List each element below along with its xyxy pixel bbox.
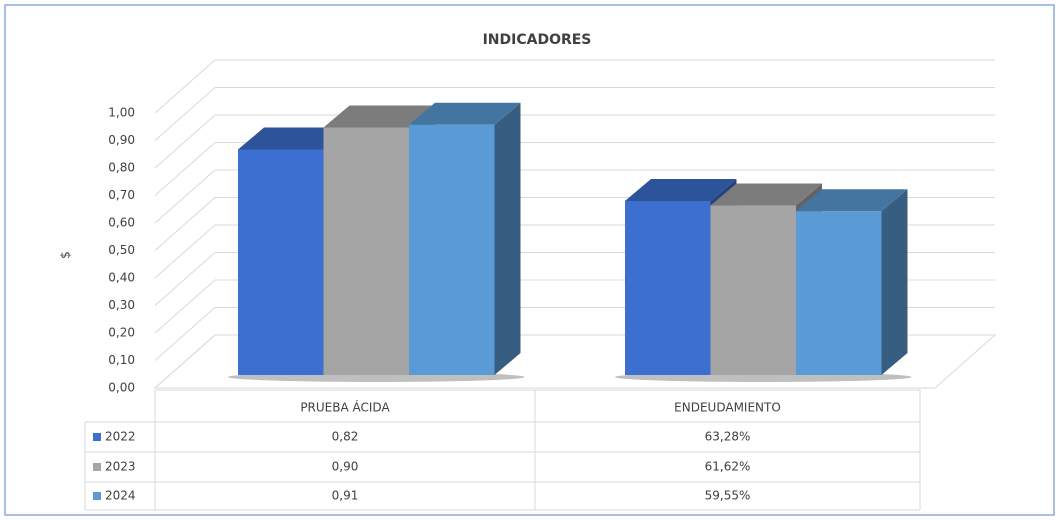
legend-swatch xyxy=(93,492,101,500)
bar-top xyxy=(409,102,521,125)
y-tick-label: 0,80 xyxy=(108,161,135,175)
legend-swatch xyxy=(93,463,101,471)
legend-label: 2024 xyxy=(105,489,136,503)
y-tick-label: 1,00 xyxy=(108,106,135,120)
table-value: 0,90 xyxy=(332,460,359,474)
y-tick-label: 0,60 xyxy=(108,216,135,230)
category-label: ENDEUDAMIENTO xyxy=(674,401,781,415)
table-value: 0,91 xyxy=(332,489,359,503)
bar-top xyxy=(625,178,737,201)
floor xyxy=(153,334,997,389)
bar-top xyxy=(238,127,350,150)
grid-line xyxy=(154,169,995,224)
grid-line xyxy=(154,59,995,114)
y-tick-label: 0,40 xyxy=(108,271,135,285)
bar xyxy=(625,200,711,375)
y-tick-label: 0,10 xyxy=(108,353,135,367)
table-value: 63,28% xyxy=(705,430,751,444)
table-value: 59,55% xyxy=(705,489,751,503)
table-value: 0,82 xyxy=(332,430,359,444)
bar-top xyxy=(710,183,822,206)
y-tick-label: 0,50 xyxy=(108,243,135,257)
y-tick-label: 0,70 xyxy=(108,188,135,202)
y-tick-label: 0,00 xyxy=(108,381,135,395)
chart-title: INDICADORES xyxy=(483,32,592,48)
grid-line xyxy=(154,142,995,196)
bar xyxy=(409,124,495,375)
legend-swatch xyxy=(93,433,101,441)
y-tick-label: 0,90 xyxy=(108,133,135,147)
bar xyxy=(238,149,324,375)
y-axis-label: $ xyxy=(59,251,73,259)
bar xyxy=(710,205,796,375)
y-tick-label: 0,30 xyxy=(108,298,135,312)
bar-side xyxy=(881,189,908,375)
bar xyxy=(796,211,882,375)
bar-top xyxy=(323,105,435,128)
legend-label: 2022 xyxy=(105,430,136,444)
bar xyxy=(323,127,409,375)
grid-line xyxy=(154,87,995,141)
y-tick-label: 0,20 xyxy=(108,326,135,340)
category-label: PRUEBA ÁCIDA xyxy=(300,400,390,415)
legend-label: 2023 xyxy=(105,460,136,474)
bar-top xyxy=(796,189,908,212)
table-value: 61,62% xyxy=(705,460,751,474)
grid-line xyxy=(154,114,995,169)
bar-side xyxy=(494,102,521,375)
